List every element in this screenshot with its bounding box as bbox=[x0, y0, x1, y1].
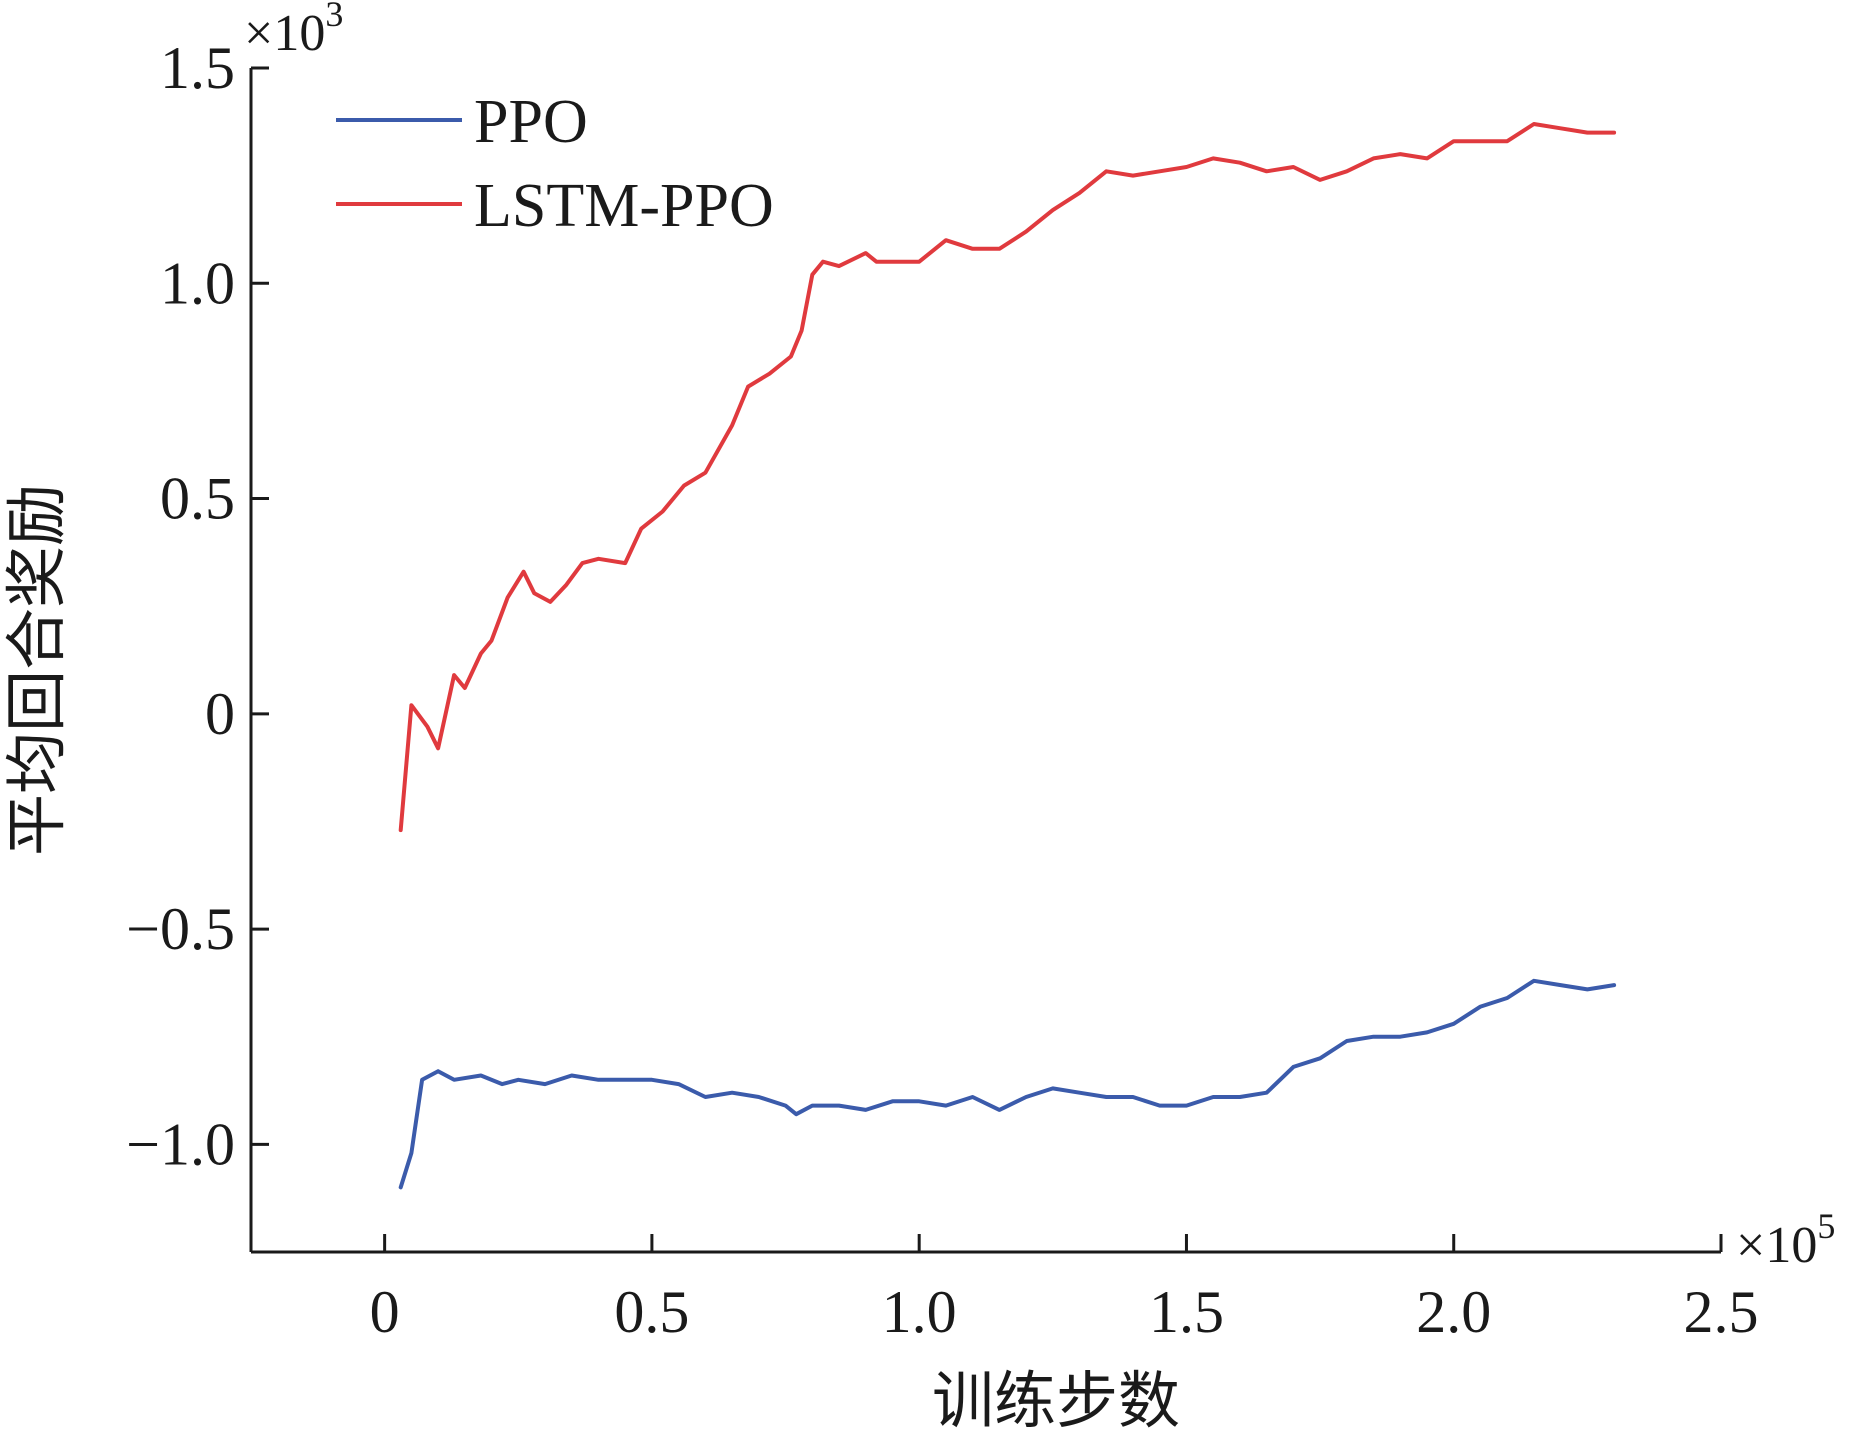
x-tick-label: 0 bbox=[370, 1279, 400, 1345]
y-tick-label: 0.5 bbox=[160, 466, 235, 532]
series-line-lstm-ppo bbox=[398, 122, 1617, 833]
y-axis-title: 平均回合奖励 bbox=[4, 484, 72, 856]
x-tick-label: 2.5 bbox=[1684, 1279, 1759, 1345]
series-line-ppo bbox=[398, 978, 1617, 1190]
y-tick-label: 0 bbox=[205, 681, 235, 747]
x-axis-ticks: 0 0.5 1.0 1.5 2.0 2.5 bbox=[370, 1234, 1759, 1345]
x-tick-label: 1.5 bbox=[1149, 1279, 1224, 1345]
series-layer bbox=[398, 122, 1617, 1190]
y-tick-label: 1.5 bbox=[160, 35, 235, 101]
y-tick-label: −1.0 bbox=[126, 1111, 235, 1177]
axes bbox=[249, 68, 1721, 1254]
legend-label: LSTM-PPO bbox=[474, 172, 774, 240]
y-tick-label: −0.5 bbox=[126, 896, 235, 962]
x-tick-label: 0.5 bbox=[614, 1279, 689, 1345]
x-tick-label: 2.0 bbox=[1416, 1279, 1491, 1345]
y-tick-label: 1.0 bbox=[160, 250, 235, 316]
legend-label: PPO bbox=[474, 88, 588, 156]
y-axis-multiplier: ×103 bbox=[244, 0, 343, 62]
axis-multipliers: ×103 ×105 bbox=[244, 0, 1835, 1274]
y-axis-ticks: −1.0 −0.5 0 0.5 1.0 1.5 bbox=[126, 35, 269, 1177]
axis-titles: 训练步数 平均回合奖励 bbox=[4, 484, 1180, 1431]
x-axis-title: 训练步数 bbox=[932, 1368, 1180, 1431]
x-axis-multiplier: ×105 bbox=[1736, 1206, 1835, 1274]
legend: PPO LSTM-PPO bbox=[336, 88, 774, 240]
x-tick-label: 1.0 bbox=[882, 1279, 957, 1345]
